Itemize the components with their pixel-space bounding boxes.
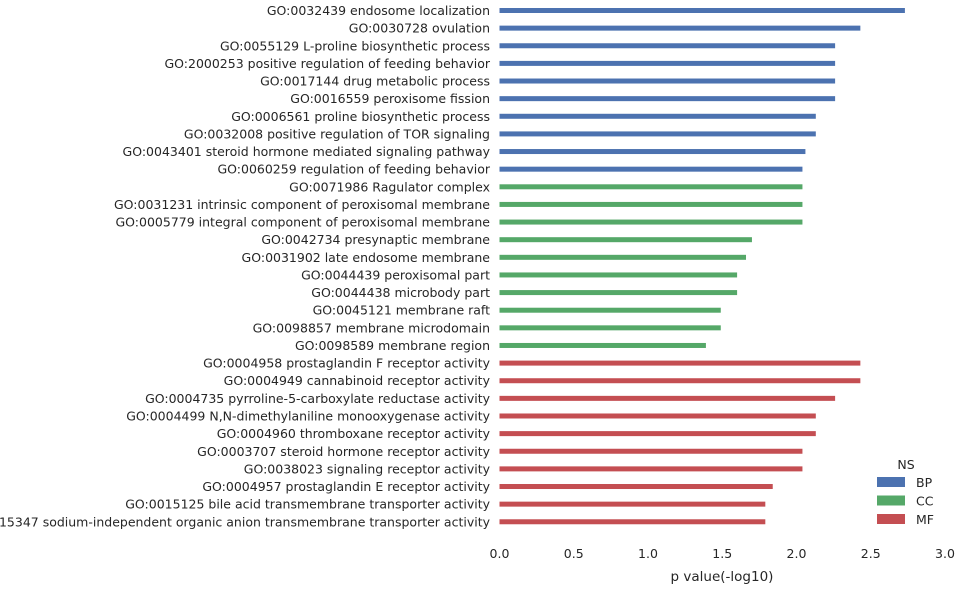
x-tick-label: 3.0 <box>935 546 955 561</box>
legend-swatch-mf <box>877 514 905 524</box>
bar-cc <box>499 254 747 260</box>
bar-mf <box>499 448 803 454</box>
category-label: GO:0055129 L-proline biosynthetic proces… <box>220 38 490 53</box>
x-tick-label: 2.5 <box>861 546 881 561</box>
category-label: GO:0004735 pyrroline-5-carboxylate reduc… <box>145 391 491 406</box>
bar-mf <box>499 484 773 490</box>
category-label: GO:0015347 sodium-independent organic an… <box>0 514 491 529</box>
category-label: GO:0038023 signaling receptor activity <box>244 461 491 476</box>
category-label: GO:0098857 membrane microdomain <box>253 320 490 335</box>
x-tick-label: 2.0 <box>787 546 807 561</box>
category-label: GO:0044439 peroxisomal part <box>301 267 490 282</box>
category-label: GO:0098589 membrane region <box>295 338 490 353</box>
bar-cc <box>499 325 721 331</box>
bar-bp <box>499 60 836 66</box>
bars-layer <box>499 8 905 525</box>
category-label: GO:0045121 membrane raft <box>313 303 491 318</box>
category-label: GO:0071986 Ragulator complex <box>289 179 490 194</box>
category-label: GO:0004949 cannabinoid receptor activity <box>224 373 491 388</box>
category-label: GO:0003707 steroid hormone receptor acti… <box>197 444 490 459</box>
category-label: GO:0042734 presynaptic membrane <box>261 232 490 247</box>
bar-mf <box>499 360 861 366</box>
category-label: GO:0043401 steroid hormone mediated sign… <box>123 144 491 159</box>
bar-mf <box>499 413 816 419</box>
category-label: GO:0031231 intrinsic component of peroxi… <box>114 197 490 212</box>
x-axis-title: p value(-log10) <box>671 569 774 585</box>
bar-cc <box>499 290 738 296</box>
category-label: GO:0004960 thromboxane receptor activity <box>217 426 491 441</box>
category-label: GO:0032008 positive regulation of TOR si… <box>184 126 490 141</box>
category-label: GO:0006561 proline biosynthetic process <box>231 109 490 124</box>
bar-bp <box>499 131 816 137</box>
bar-cc <box>499 272 738 278</box>
bar-mf <box>499 395 836 401</box>
category-label: GO:0017144 drug metabolic process <box>260 74 490 89</box>
bar-cc <box>499 219 803 225</box>
category-label: GO:0060259 regulation of feeding behavio… <box>217 162 490 177</box>
legend-label-mf: MF <box>916 512 934 527</box>
bar-cc <box>499 342 706 348</box>
category-label: GO:0032439 endosome localization <box>267 3 490 18</box>
legend-swatch-cc <box>877 495 905 506</box>
bar-mf <box>499 466 803 472</box>
bar-mf <box>499 501 766 507</box>
bar-bp <box>499 78 836 84</box>
bar-mf <box>499 431 816 437</box>
legend-label-bp: BP <box>916 475 933 490</box>
x-axis-ticks: 0.0 0.5 1.0 1.5 2.0 2.5 3.0 <box>490 546 955 561</box>
category-label: GO:0030728 ovulation <box>349 21 490 36</box>
category-label: GO:0031902 late endosome membrane <box>242 250 491 265</box>
category-label: GO:0015125 bile acid transmembrane trans… <box>125 497 490 512</box>
x-tick-label: 0.0 <box>490 546 510 561</box>
bar-cc <box>499 237 752 243</box>
category-label: GO:0004499 N,N-dimethylaniline monooxyge… <box>126 408 490 423</box>
bar-mf <box>499 378 861 384</box>
bar-bp <box>499 166 803 172</box>
category-labels: GO:0032439 endosome localization GO:00307… <box>0 3 491 529</box>
bar-cc <box>499 307 721 313</box>
x-tick-label: 0.5 <box>564 546 584 561</box>
legend-label-cc: CC <box>916 494 934 509</box>
category-label: GO:0005779 integral component of peroxis… <box>116 215 491 230</box>
bar-cc <box>499 184 803 190</box>
legend-title: NS <box>897 457 914 472</box>
bar-mf <box>499 519 766 525</box>
legend-entries: BP CC MF <box>877 475 934 527</box>
bar-bp <box>499 113 816 119</box>
category-label: GO:0016559 peroxisome fission <box>290 91 490 106</box>
bar-bp <box>499 8 905 13</box>
bar-bp <box>499 149 806 155</box>
bar-bp <box>499 43 836 49</box>
category-label: GO:2000253 positive regulation of feedin… <box>164 56 490 71</box>
bar-bp <box>499 25 861 31</box>
bar-bp <box>499 96 836 102</box>
bar-cc <box>499 201 803 207</box>
category-label: GO:0044438 microbody part <box>311 285 490 300</box>
legend: NS BP CC MF <box>877 457 934 527</box>
category-label: GO:0004957 prostaglandin E receptor acti… <box>202 479 490 494</box>
category-label: GO:0004958 prostaglandin F receptor acti… <box>203 356 491 371</box>
legend-swatch-bp <box>877 477 905 487</box>
x-tick-label: 1.5 <box>712 546 732 561</box>
x-tick-label: 1.0 <box>638 546 658 561</box>
